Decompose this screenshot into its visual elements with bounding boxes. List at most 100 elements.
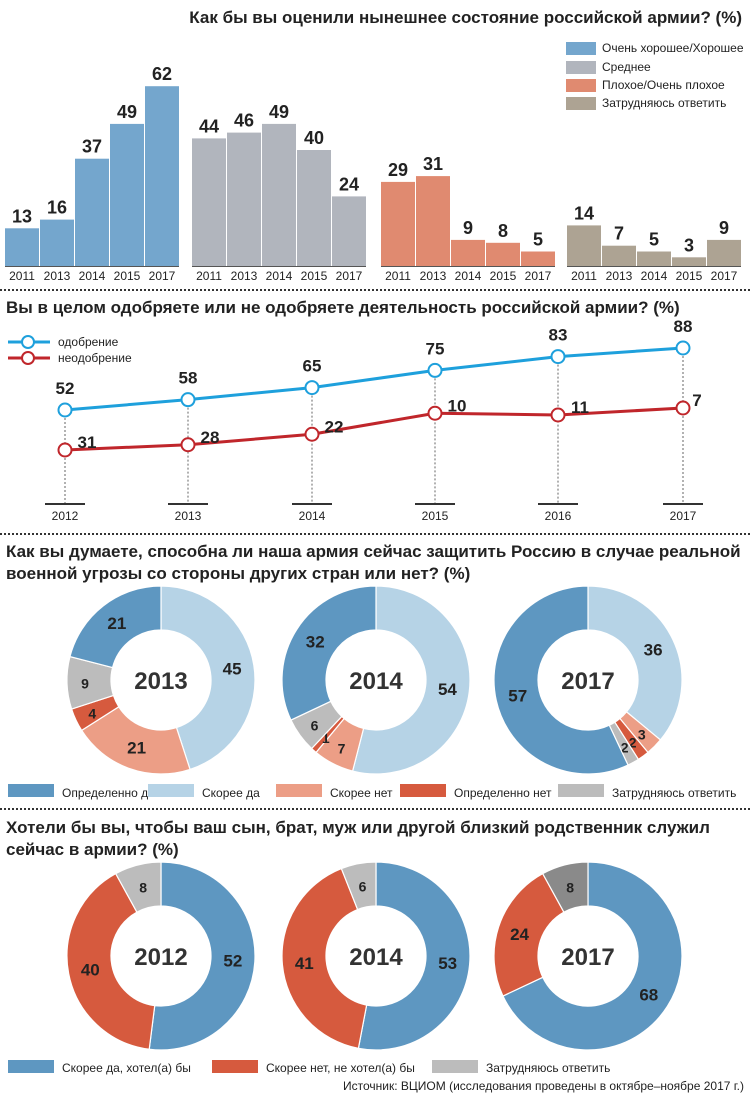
x-tick-label: 2013: [175, 509, 202, 523]
donut-value-label: 40: [81, 960, 100, 979]
divider: [0, 289, 750, 291]
bar-value-label: 16: [47, 198, 67, 218]
bar: [5, 228, 39, 266]
source-note: Источник: ВЦИОМ (исследования проведены …: [343, 1079, 744, 1093]
approve-value-label: 52: [56, 379, 75, 398]
x-tick-label: 2017: [670, 509, 697, 523]
bar-category-label: 2014: [79, 269, 106, 283]
donut-value-label: 9: [81, 675, 89, 691]
donut-value-label: 6: [359, 878, 367, 894]
donut-value-label: 2: [629, 734, 637, 750]
bar-category-label: 2015: [490, 269, 517, 283]
bar-category-label: 2014: [641, 269, 668, 283]
donut-value-label: 4: [88, 705, 96, 721]
donut-value-label: 36: [644, 640, 663, 659]
donut-value-label: 7: [338, 741, 346, 757]
bar-value-label: 46: [234, 111, 254, 131]
bar-category-label: 2017: [336, 269, 363, 283]
bar-value-label: 5: [533, 230, 543, 250]
approve-point: [57, 402, 73, 418]
bar: [227, 132, 261, 266]
bar-chart-title: Как бы вы оценили нынешнее состояние рос…: [189, 8, 742, 27]
legend-swatch-rather-no-want: [212, 1060, 258, 1073]
bar: [75, 158, 109, 266]
donut-value-label: 24: [510, 925, 529, 944]
bar-category-label: 2015: [676, 269, 703, 283]
disapprove-value-label: 7: [692, 391, 701, 410]
bar-value-label: 9: [719, 218, 729, 238]
bar-category-label: 2015: [114, 269, 141, 283]
legend-label-rather-no-want: Скорее нет, не хотел(а) бы: [266, 1061, 415, 1075]
bar-category-label: 2011: [385, 269, 411, 283]
legend-swatch-mid: [566, 61, 596, 74]
legend-swatch-definitely-yes: [8, 784, 54, 797]
donut-slice: [357, 861, 471, 1051]
legend-swatch-unsure: [566, 97, 596, 110]
donut-value-label: 21: [127, 739, 146, 758]
x-tick-label: 2015: [422, 509, 449, 523]
disapprove-point: [550, 407, 566, 423]
approve-point: [304, 380, 320, 396]
disapprove-point: [427, 405, 443, 421]
divider: [0, 533, 750, 535]
bar: [145, 86, 179, 266]
bar: [192, 138, 226, 266]
disapprove-value-label: 31: [78, 433, 97, 452]
legend-swatch-unsure-want: [432, 1060, 478, 1073]
bar: [332, 196, 366, 266]
bar: [637, 251, 671, 266]
bar: [672, 257, 706, 266]
donut-year-label: 2014: [349, 944, 403, 971]
legend-label-bad: Плохое/Очень плохое: [602, 78, 725, 92]
bar: [451, 239, 485, 266]
donut-year-label: 2012: [134, 944, 187, 971]
bar-value-label: 5: [649, 230, 659, 250]
donut-value-label: 3: [638, 727, 646, 743]
donut-slice: [493, 872, 565, 997]
disapprove-line: [64, 406, 684, 452]
donut-slice: [281, 585, 377, 721]
bar-value-label: 13: [12, 206, 32, 226]
donut-value-label: 6: [311, 718, 319, 734]
bar: [416, 176, 450, 266]
donut-year-label: 2014: [349, 668, 403, 695]
bar: [486, 242, 520, 266]
donut-value-label: 32: [306, 632, 325, 651]
legend-marker-approve: [21, 335, 35, 349]
pie-chart-2-title-line-2: сейчас в армии? (%): [6, 840, 179, 859]
donut-slice: [541, 861, 589, 913]
bar-category-label: 2014: [266, 269, 293, 283]
pie-chart-2-title-line-1: Хотели бы вы, чтобы ваш сын, брат, муж и…: [6, 818, 710, 837]
bar-value-label: 24: [339, 174, 359, 194]
disapprove-point: [675, 400, 691, 416]
bar-value-label: 40: [304, 128, 324, 148]
legend-label-mid: Среднее: [602, 60, 651, 74]
bar: [521, 251, 555, 266]
legend-label-rather-no: Скорее нет: [330, 786, 393, 800]
legend-label-unsure: Затрудняюсь ответить: [612, 786, 737, 800]
bar-value-label: 29: [388, 160, 408, 180]
disapprove-value-label: 22: [325, 417, 344, 436]
line-chart: одобрение неодобрение 2012 2013 2014 2015 2016…: [8, 317, 703, 523]
legend-label-unsure-want: Затрудняюсь ответить: [486, 1061, 611, 1075]
donut-slice: [351, 585, 471, 775]
donut-value-label: 45: [223, 660, 242, 679]
disapprove-point: [180, 437, 196, 453]
legend-marker-disapprove: [21, 351, 35, 365]
disapprove-value-label: 28: [201, 428, 220, 447]
donut-slice: [340, 861, 377, 911]
approve-point: [180, 392, 196, 408]
donut-value-label: 8: [566, 879, 574, 895]
legend-label-approve: одобрение: [58, 335, 119, 349]
bar-value-label: 62: [152, 64, 172, 84]
approve-value-label: 65: [303, 357, 322, 376]
bar-chart: 1320111620133720144920156220174420114620…: [5, 64, 741, 283]
donut-slice: [69, 585, 162, 669]
divider: [0, 808, 750, 810]
donut-value-label: 41: [295, 954, 314, 973]
bar-value-label: 9: [463, 218, 473, 238]
bar-category-label: 2014: [455, 269, 482, 283]
disapprove-value-label: 11: [571, 398, 589, 417]
legend-label-rather-yes: Скорее да: [202, 786, 260, 800]
